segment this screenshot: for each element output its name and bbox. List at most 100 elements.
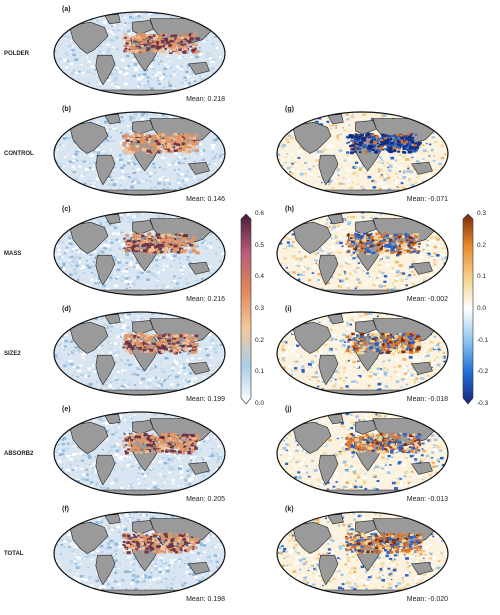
data-cell bbox=[116, 412, 120, 413]
data-cell bbox=[122, 176, 127, 179]
data-cell bbox=[68, 234, 73, 237]
plume-cell bbox=[147, 43, 150, 46]
plume-cell bbox=[153, 51, 156, 53]
data-cell bbox=[197, 387, 200, 389]
data-cell bbox=[209, 121, 212, 123]
plume-cell bbox=[152, 144, 156, 147]
data-cell bbox=[137, 482, 141, 485]
data-cell bbox=[161, 370, 166, 374]
data-cell bbox=[113, 69, 117, 72]
data-cell bbox=[61, 453, 65, 456]
data-cell bbox=[124, 269, 129, 273]
data-cell bbox=[217, 173, 221, 176]
data-cell bbox=[79, 417, 82, 419]
plume-cell bbox=[161, 345, 165, 348]
data-cell bbox=[106, 294, 109, 295]
data-cell bbox=[114, 322, 117, 325]
data-cell bbox=[132, 254, 135, 256]
data-cell bbox=[150, 87, 155, 90]
data-cell bbox=[128, 249, 132, 252]
data-cell bbox=[109, 329, 113, 332]
data-cell bbox=[61, 442, 66, 446]
data-cell bbox=[204, 246, 208, 250]
plume-cell bbox=[142, 348, 147, 352]
data-cell bbox=[187, 64, 191, 67]
plume-cell bbox=[175, 240, 181, 244]
plume-cell bbox=[170, 435, 174, 438]
data-cell bbox=[216, 492, 220, 495]
data-cell bbox=[224, 340, 225, 343]
data-cell bbox=[167, 163, 172, 167]
data-cell bbox=[213, 71, 216, 74]
data-cell bbox=[54, 291, 55, 293]
data-cell bbox=[77, 318, 81, 320]
data-cell bbox=[145, 412, 149, 414]
data-cell bbox=[68, 245, 70, 247]
data-cell bbox=[88, 512, 92, 514]
data-cell bbox=[60, 187, 63, 190]
data-cell bbox=[207, 265, 212, 269]
data-cell bbox=[223, 279, 225, 283]
mean-label-d: Mean: 0.199 bbox=[186, 396, 225, 403]
data-cell bbox=[166, 186, 170, 189]
data-cell bbox=[69, 24, 73, 27]
data-cell bbox=[88, 82, 90, 84]
plume-cell bbox=[159, 244, 165, 248]
data-cell bbox=[66, 60, 70, 63]
plume-cell bbox=[184, 443, 188, 446]
plume-cell bbox=[157, 41, 161, 44]
data-cell bbox=[126, 125, 130, 127]
data-cell bbox=[58, 21, 62, 24]
data-cell bbox=[180, 476, 184, 479]
continent bbox=[103, 314, 121, 325]
data-cell bbox=[94, 182, 96, 184]
plume-cell bbox=[136, 34, 140, 36]
data-cell bbox=[203, 221, 205, 223]
plume-cell bbox=[133, 49, 138, 53]
data-cell bbox=[209, 346, 212, 349]
data-cell bbox=[120, 487, 124, 490]
plume-cell bbox=[149, 345, 153, 349]
data-cell bbox=[167, 375, 170, 377]
plume-cell bbox=[170, 248, 173, 251]
data-cell bbox=[130, 410, 132, 411]
data-cell bbox=[65, 63, 67, 65]
data-cell bbox=[129, 127, 134, 130]
data-cell bbox=[167, 212, 170, 213]
data-cell bbox=[179, 262, 182, 264]
data-cell bbox=[138, 279, 141, 281]
data-cell bbox=[112, 33, 116, 36]
plume-cell bbox=[167, 344, 170, 347]
data-cell bbox=[63, 128, 66, 130]
data-cell bbox=[68, 121, 71, 124]
data-cell bbox=[84, 374, 89, 378]
data-cell bbox=[121, 369, 126, 373]
data-cell bbox=[59, 579, 63, 583]
data-cell bbox=[220, 382, 224, 385]
data-cell bbox=[145, 69, 149, 72]
data-cell bbox=[163, 185, 166, 187]
plume-cell bbox=[152, 135, 157, 138]
data-cell bbox=[204, 84, 208, 87]
data-cell bbox=[84, 391, 88, 394]
data-cell bbox=[191, 460, 194, 462]
plume-cell bbox=[164, 436, 170, 440]
data-cell bbox=[107, 178, 110, 180]
data-cell bbox=[62, 439, 65, 441]
data-cell bbox=[164, 168, 167, 171]
data-cell bbox=[63, 215, 66, 218]
data-cell bbox=[209, 368, 212, 370]
data-cell bbox=[168, 81, 170, 83]
data-cell bbox=[147, 82, 151, 85]
data-cell bbox=[68, 13, 72, 16]
data-cell bbox=[93, 274, 97, 277]
plume-cell bbox=[180, 133, 184, 136]
data-cell bbox=[172, 259, 176, 262]
data-cell bbox=[105, 338, 107, 341]
data-cell bbox=[66, 12, 70, 16]
plume-cell bbox=[188, 33, 193, 36]
plume-cell bbox=[194, 142, 199, 146]
data-cell bbox=[170, 16, 174, 19]
plume-cell bbox=[161, 50, 166, 54]
data-cell bbox=[148, 13, 152, 16]
